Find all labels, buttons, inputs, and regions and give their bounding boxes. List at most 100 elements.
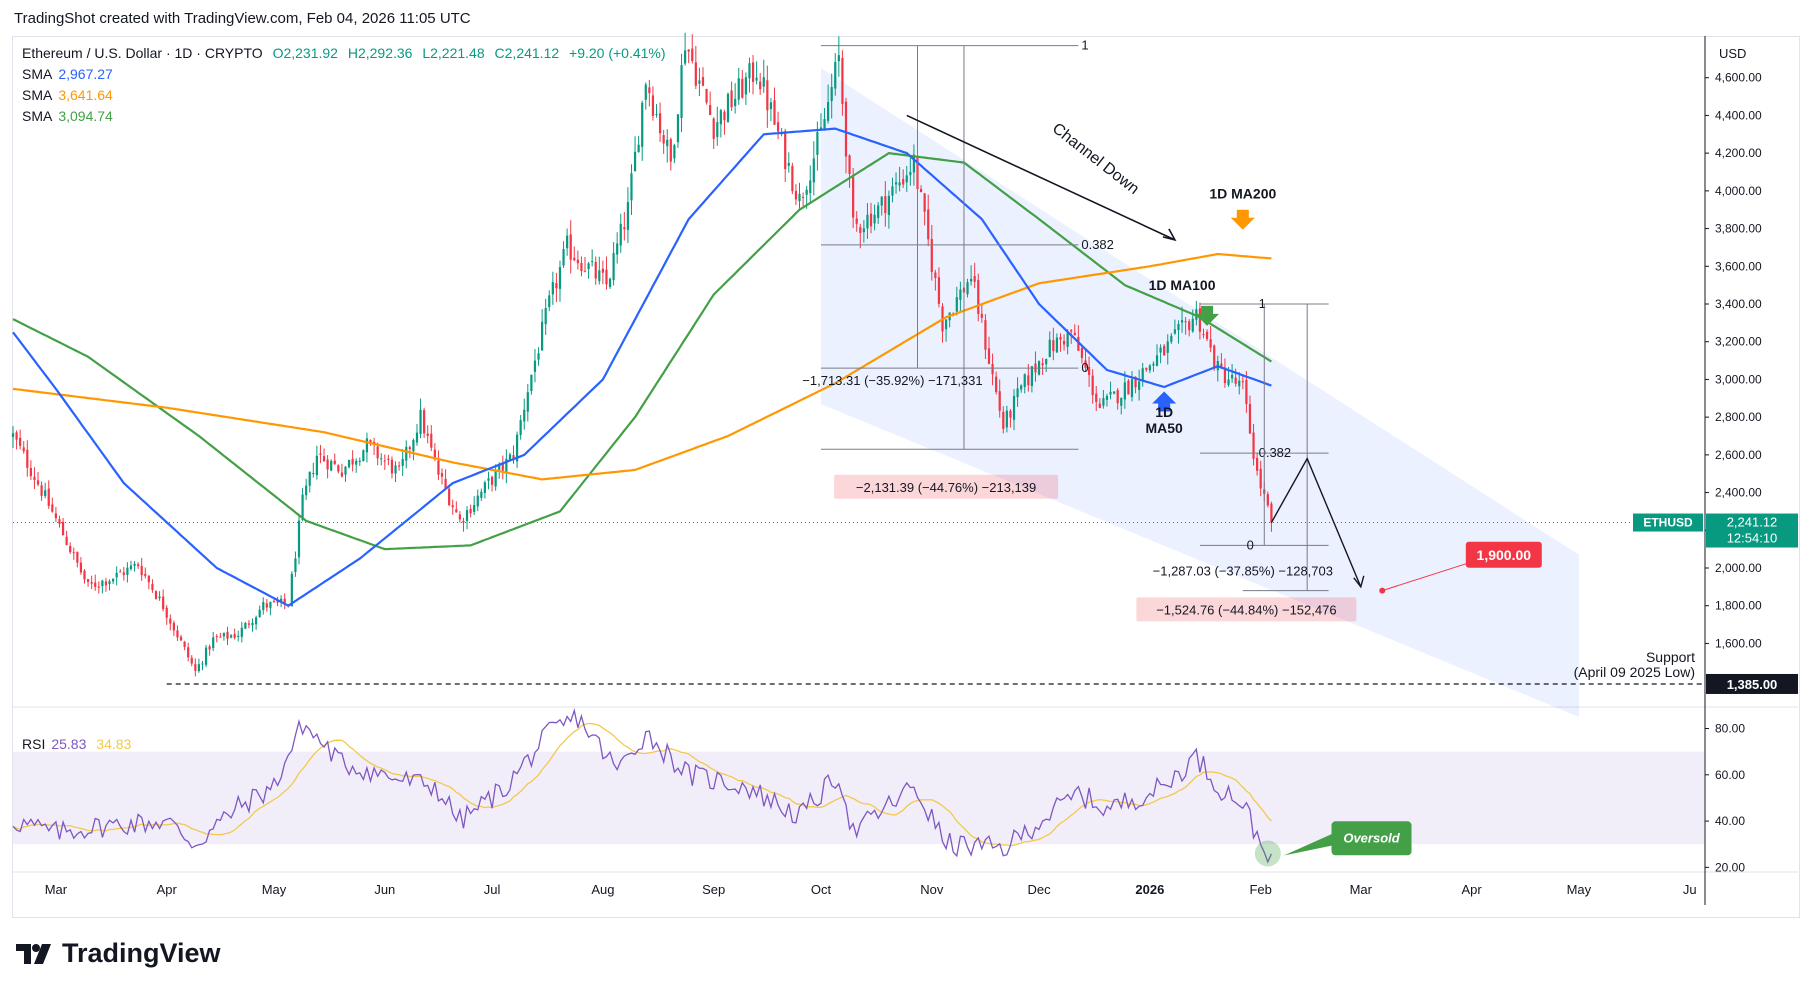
candle[interactable] <box>494 464 497 491</box>
candle[interactable] <box>222 632 226 641</box>
candle[interactable] <box>762 59 765 93</box>
candle[interactable] <box>748 57 751 93</box>
support-price-tag[interactable] <box>1706 673 1798 694</box>
candle[interactable] <box>812 141 815 196</box>
candle[interactable] <box>169 614 172 631</box>
candle[interactable] <box>305 478 308 501</box>
candle[interactable] <box>1209 325 1212 353</box>
candle[interactable] <box>183 640 186 651</box>
candle[interactable] <box>1080 344 1084 364</box>
candle[interactable] <box>1205 329 1209 342</box>
candle[interactable] <box>229 633 233 639</box>
candle[interactable] <box>773 87 776 126</box>
candle[interactable] <box>258 605 261 618</box>
candle[interactable] <box>970 265 973 286</box>
rsi-ma-line[interactable] <box>12 722 1272 847</box>
candle[interactable] <box>980 302 983 323</box>
candle[interactable] <box>244 621 247 630</box>
candle[interactable] <box>104 577 108 592</box>
candle[interactable] <box>448 484 451 507</box>
candle[interactable] <box>115 566 118 586</box>
candle[interactable] <box>648 79 651 107</box>
candle[interactable] <box>1048 331 1051 358</box>
ethusd-tag[interactable] <box>1633 513 1703 532</box>
candle[interactable] <box>208 644 211 656</box>
candle[interactable] <box>322 448 326 462</box>
candle[interactable] <box>662 129 665 154</box>
candle[interactable] <box>44 482 47 499</box>
candle[interactable] <box>866 203 869 239</box>
candle[interactable] <box>133 561 136 572</box>
candle[interactable] <box>734 83 737 114</box>
candle[interactable] <box>687 49 690 64</box>
candle[interactable] <box>265 598 268 612</box>
candle[interactable] <box>1109 381 1112 400</box>
candle[interactable] <box>90 575 93 590</box>
candle[interactable] <box>719 108 722 138</box>
candle[interactable] <box>737 67 740 105</box>
candle[interactable] <box>362 449 365 462</box>
candle[interactable] <box>1248 395 1252 434</box>
candle[interactable] <box>40 481 43 501</box>
candle[interactable] <box>137 562 140 569</box>
candle[interactable] <box>1012 389 1016 431</box>
candle[interactable] <box>122 567 125 581</box>
candle[interactable] <box>626 187 630 244</box>
candle[interactable] <box>154 590 158 600</box>
candle[interactable] <box>490 475 494 492</box>
candle[interactable] <box>676 114 680 148</box>
candle[interactable] <box>819 113 823 131</box>
candle[interactable] <box>387 454 390 466</box>
symbol-name[interactable]: Ethereum / U.S. Dollar · 1D · CRYPTO <box>22 45 263 61</box>
candle[interactable] <box>837 36 840 77</box>
candle[interactable] <box>233 628 236 640</box>
candle[interactable] <box>887 190 890 229</box>
candle[interactable] <box>187 642 190 662</box>
candle[interactable] <box>315 445 318 480</box>
candle[interactable] <box>1005 405 1008 433</box>
candle[interactable] <box>655 104 658 118</box>
candle[interactable] <box>666 129 669 163</box>
candle[interactable] <box>179 634 183 642</box>
candle[interactable] <box>240 621 243 643</box>
candle[interactable] <box>1120 397 1123 415</box>
candle[interactable] <box>830 73 833 119</box>
candle[interactable] <box>519 415 522 440</box>
candle[interactable] <box>162 589 165 612</box>
candle[interactable] <box>426 425 429 444</box>
candle[interactable] <box>587 261 590 279</box>
candle[interactable] <box>759 72 762 95</box>
candle[interactable] <box>365 432 369 463</box>
candle[interactable] <box>555 272 558 303</box>
candle[interactable] <box>551 271 554 305</box>
candle[interactable] <box>712 117 715 150</box>
candle[interactable] <box>591 249 594 267</box>
tradingview-logo[interactable]: TradingView <box>16 938 221 969</box>
candle[interactable] <box>272 599 276 603</box>
candle[interactable] <box>537 347 540 366</box>
candle[interactable] <box>955 286 958 316</box>
candle[interactable] <box>190 655 193 667</box>
candle[interactable] <box>444 469 447 490</box>
candle[interactable] <box>852 168 855 228</box>
candle[interactable] <box>1230 364 1234 383</box>
candle[interactable] <box>1127 378 1130 395</box>
candle[interactable] <box>197 658 201 673</box>
candle[interactable] <box>1020 384 1023 393</box>
candle[interactable] <box>419 398 422 439</box>
candle[interactable] <box>973 262 976 289</box>
candle[interactable] <box>705 88 708 105</box>
candle[interactable] <box>1095 386 1098 412</box>
candle[interactable] <box>1213 344 1216 371</box>
candle[interactable] <box>308 471 311 493</box>
candle[interactable] <box>1023 373 1026 394</box>
candle[interactable] <box>1141 362 1144 387</box>
candle[interactable] <box>147 574 150 590</box>
candle[interactable] <box>1052 327 1055 361</box>
candle[interactable] <box>766 65 769 128</box>
candle[interactable] <box>859 223 862 249</box>
candle[interactable] <box>1113 391 1116 395</box>
candle[interactable] <box>898 166 901 192</box>
candle[interactable] <box>562 241 565 268</box>
candle[interactable] <box>126 562 129 583</box>
